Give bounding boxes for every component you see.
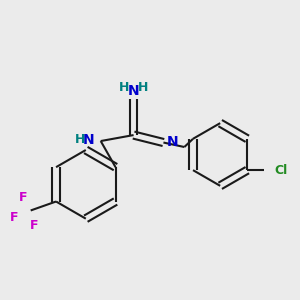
Text: N: N [83,133,95,146]
Text: N: N [167,135,178,148]
Text: F: F [19,190,28,203]
Text: N: N [128,84,140,98]
Text: H: H [75,133,85,146]
Text: F: F [29,219,38,232]
Text: H: H [119,81,129,94]
Text: F: F [10,212,19,224]
Text: H: H [138,81,148,94]
Text: Cl: Cl [274,164,287,177]
